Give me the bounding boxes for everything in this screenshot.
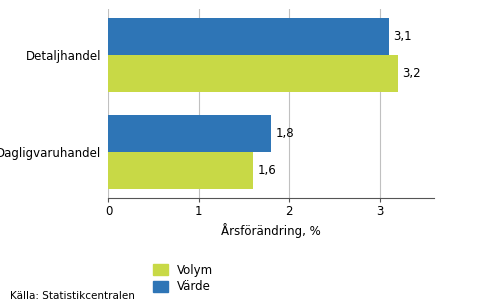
Text: 1,8: 1,8 bbox=[276, 127, 294, 140]
Bar bbox=[108, 152, 253, 189]
X-axis label: Årsförändring, %: Årsförändring, % bbox=[221, 223, 321, 238]
Text: 1,6: 1,6 bbox=[258, 164, 277, 177]
Text: 3,1: 3,1 bbox=[393, 30, 412, 43]
Bar bbox=[108, 18, 388, 55]
Bar bbox=[108, 55, 398, 92]
Text: Källa: Statistikcentralen: Källa: Statistikcentralen bbox=[10, 291, 135, 301]
Bar bbox=[108, 115, 271, 152]
Legend: Volym, Värde: Volym, Värde bbox=[153, 264, 213, 293]
Text: 3,2: 3,2 bbox=[402, 67, 421, 80]
